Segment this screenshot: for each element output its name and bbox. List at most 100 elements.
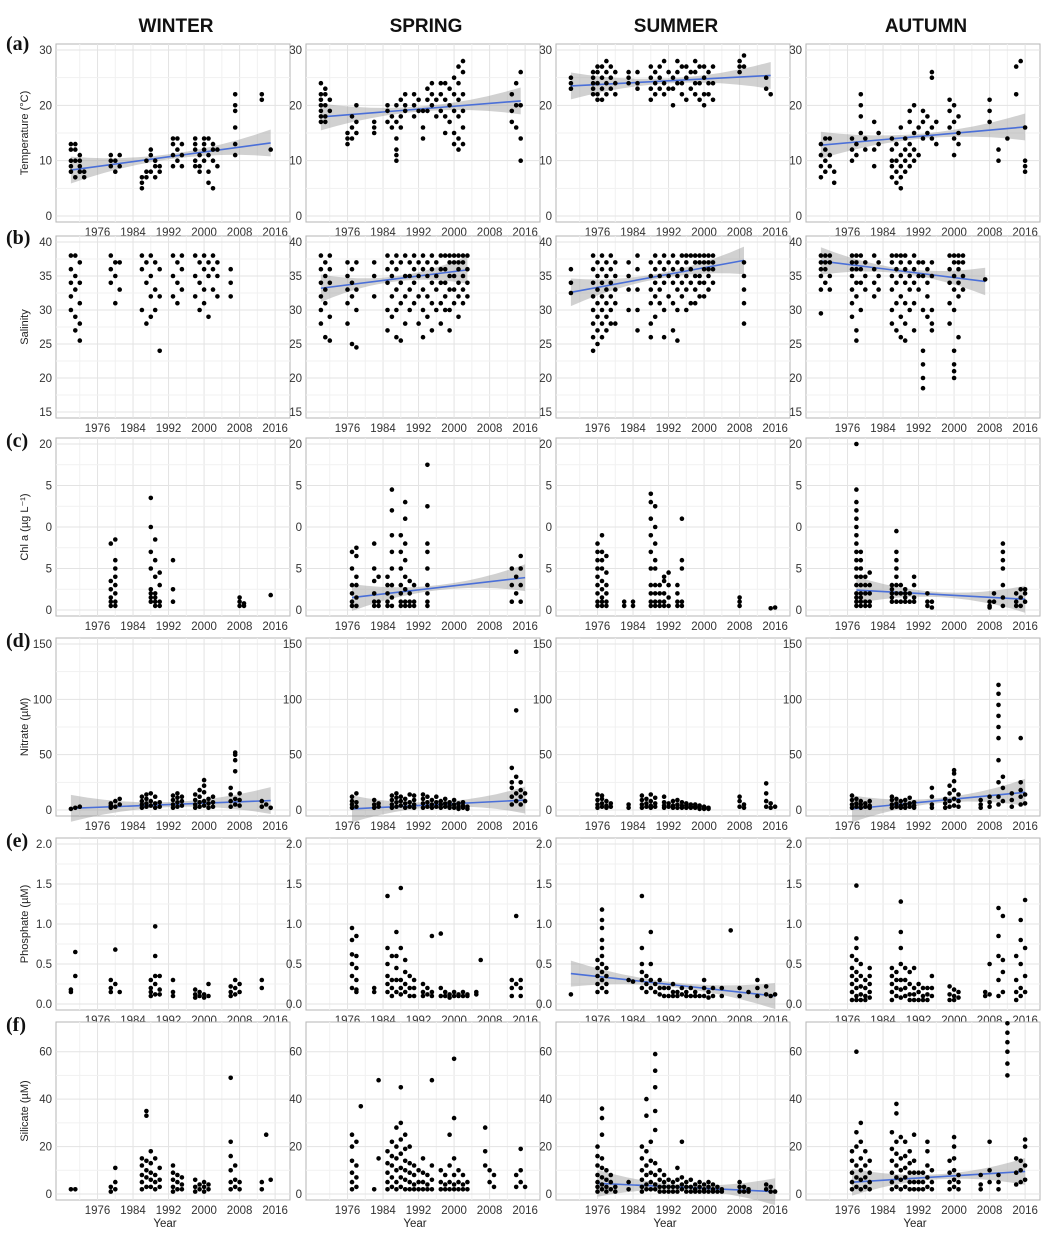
data-point bbox=[929, 75, 935, 80]
data-point bbox=[652, 1068, 658, 1073]
data-point bbox=[407, 307, 413, 313]
data-point bbox=[639, 805, 645, 811]
data-point bbox=[447, 119, 452, 125]
data-point bbox=[684, 1184, 689, 1190]
data-point bbox=[152, 603, 158, 609]
data-point bbox=[1022, 169, 1028, 174]
data-point bbox=[77, 338, 83, 343]
data-point bbox=[854, 533, 859, 538]
data-point bbox=[863, 591, 868, 596]
data-point bbox=[108, 989, 114, 995]
data-point bbox=[425, 800, 430, 805]
data-point bbox=[599, 533, 605, 538]
data-point bbox=[863, 801, 868, 806]
data-point bbox=[385, 1179, 390, 1185]
data-point bbox=[675, 69, 680, 75]
data-point bbox=[402, 1158, 408, 1164]
data-point bbox=[710, 266, 716, 272]
data-point bbox=[604, 1168, 609, 1173]
data-point bbox=[599, 937, 605, 943]
data-point bbox=[907, 119, 912, 125]
data-point bbox=[849, 1179, 855, 1185]
data-point bbox=[318, 253, 324, 258]
data-point bbox=[442, 294, 448, 299]
data-point bbox=[148, 1149, 154, 1154]
data-point bbox=[394, 989, 399, 995]
x-tick-label: 2016 bbox=[512, 423, 538, 435]
data-point bbox=[898, 899, 904, 904]
data-point bbox=[907, 804, 912, 809]
data-point bbox=[117, 287, 122, 292]
data-point bbox=[648, 97, 654, 103]
data-point bbox=[670, 803, 676, 808]
data-point bbox=[768, 801, 773, 806]
data-point bbox=[358, 1104, 364, 1109]
data-point bbox=[460, 58, 466, 64]
data-point bbox=[152, 953, 158, 959]
data-point bbox=[139, 175, 145, 180]
data-point bbox=[911, 280, 917, 286]
data-point bbox=[710, 1182, 716, 1187]
data-point bbox=[192, 136, 198, 141]
data-point bbox=[113, 273, 118, 279]
data-point bbox=[956, 280, 961, 286]
data-point bbox=[902, 1184, 908, 1190]
data-point bbox=[170, 1177, 176, 1183]
data-point bbox=[434, 97, 439, 103]
data-point bbox=[902, 253, 908, 258]
data-point bbox=[907, 152, 912, 158]
y-tick-label: 20 bbox=[789, 100, 802, 112]
data-point bbox=[113, 1165, 118, 1171]
data-point bbox=[929, 1179, 935, 1185]
data-point bbox=[460, 69, 466, 75]
data-point bbox=[648, 533, 654, 538]
data-point bbox=[670, 300, 676, 306]
x-tick-label: 1976 bbox=[585, 1205, 611, 1217]
data-point bbox=[398, 1137, 404, 1142]
data-point bbox=[201, 995, 207, 1000]
data-point bbox=[157, 992, 162, 997]
data-point bbox=[768, 1189, 773, 1194]
data-point bbox=[394, 1125, 399, 1130]
data-point bbox=[947, 300, 952, 306]
data-point bbox=[626, 69, 631, 75]
data-point bbox=[1022, 158, 1028, 163]
data-point bbox=[956, 1187, 961, 1192]
data-point bbox=[237, 603, 242, 609]
data-point bbox=[407, 603, 413, 609]
data-point bbox=[487, 1168, 492, 1173]
data-point bbox=[858, 92, 864, 97]
data-point bbox=[376, 603, 381, 609]
data-point bbox=[639, 802, 645, 807]
data-point bbox=[599, 557, 605, 563]
data-point bbox=[411, 300, 417, 306]
data-point bbox=[644, 989, 649, 995]
data-point bbox=[68, 294, 74, 299]
data-point bbox=[175, 791, 180, 796]
data-point bbox=[157, 973, 162, 979]
x-tick-label: 1992 bbox=[906, 1205, 932, 1217]
data-point bbox=[513, 981, 519, 987]
data-point bbox=[1018, 802, 1023, 807]
y-tick-label: 20 bbox=[39, 1142, 52, 1154]
data-point bbox=[858, 591, 864, 596]
data-point bbox=[456, 147, 461, 152]
data-point bbox=[491, 1172, 497, 1178]
data-point bbox=[987, 599, 992, 604]
data-point bbox=[911, 582, 917, 588]
data-point bbox=[1005, 1061, 1010, 1066]
data-point bbox=[456, 266, 461, 272]
data-point bbox=[175, 804, 180, 809]
data-point bbox=[661, 578, 667, 584]
data-point bbox=[916, 260, 921, 265]
data-point bbox=[197, 800, 202, 805]
data-point bbox=[456, 294, 461, 299]
data-point bbox=[902, 985, 908, 991]
data-point bbox=[630, 603, 636, 609]
data-point bbox=[438, 1168, 444, 1173]
data-point bbox=[210, 287, 216, 292]
data-point bbox=[652, 80, 658, 86]
data-point bbox=[1018, 735, 1023, 741]
data-point bbox=[911, 103, 917, 108]
